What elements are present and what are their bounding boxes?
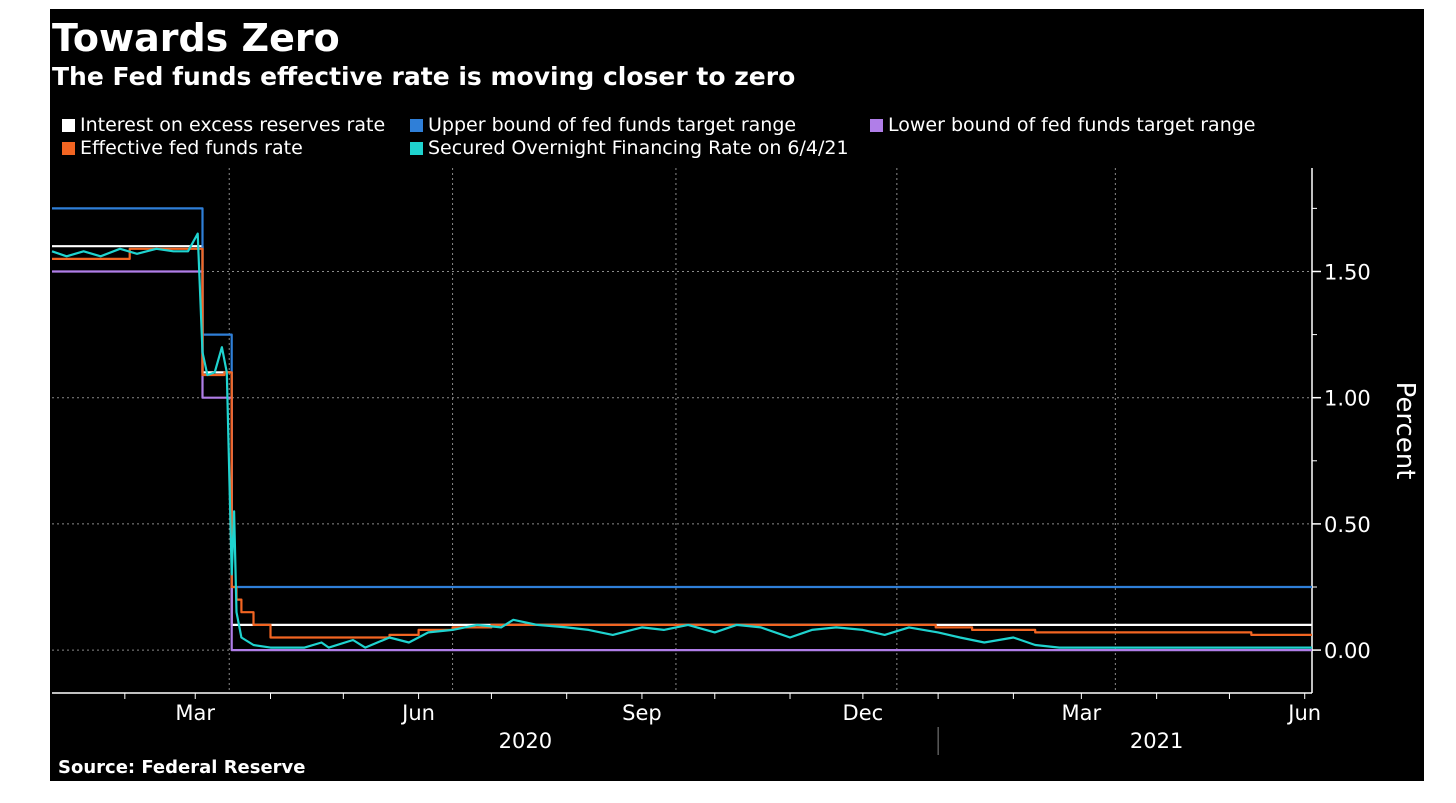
x-tick-label: Mar: [1062, 701, 1102, 725]
legend-label: Effective fed funds rate: [80, 137, 303, 159]
x-tick-label: Dec: [843, 701, 884, 725]
x-tick-label: Mar: [175, 701, 215, 725]
legend-label: Upper bound of fed funds target range: [428, 114, 797, 136]
x-year-label: 2021: [1130, 729, 1183, 753]
y-tick-label: 1.00: [1324, 387, 1371, 411]
legend-item-effective: Effective fed funds rate: [62, 137, 303, 159]
legend-item-upper-bound: Upper bound of fed funds target range: [410, 114, 796, 136]
legend-label: Interest on excess reserves rate: [80, 114, 386, 136]
legend-swatch-icon: [410, 142, 423, 155]
chart-background: [50, 9, 1424, 781]
legend-swatch-icon: [62, 119, 75, 132]
series-line-2: [52, 270, 1312, 652]
y-tick-label: 0.00: [1324, 639, 1371, 663]
series-line-4: [51, 232, 1312, 649]
legend-item-sofr: Secured Overnight Financing Rate on 6/4/…: [410, 137, 849, 159]
y-tick-label: 1.50: [1324, 260, 1371, 284]
x-tick-label: Jun: [1286, 701, 1321, 725]
x-tick-label: Sep: [622, 701, 662, 725]
series-line-3: [52, 247, 1312, 639]
chart-title: Towards Zero: [52, 16, 340, 60]
legend-swatch-icon: [62, 142, 75, 155]
series-line-0: [52, 245, 1312, 626]
x-tick-label: Jun: [400, 701, 435, 725]
chart-subtitle: The Fed funds effective rate is moving c…: [52, 62, 796, 91]
legend-label: Lower bound of fed funds target range: [888, 114, 1256, 136]
y-axis-title: Percent: [1390, 382, 1420, 480]
x-year-label: 2020: [499, 729, 552, 753]
legend-swatch-icon: [410, 119, 423, 132]
y-tick-label: 0.50: [1324, 513, 1371, 537]
legend-item-lower-bound: Lower bound of fed funds target range: [870, 114, 1256, 136]
legend-label: Secured Overnight Financing Rate on 6/4/…: [428, 137, 849, 159]
source-note: Source: Federal Reserve: [58, 757, 306, 778]
legend-item-ioer: Interest on excess reserves rate: [62, 114, 385, 136]
series-line-1: [52, 207, 1312, 589]
legend-swatch-icon: [870, 119, 883, 132]
